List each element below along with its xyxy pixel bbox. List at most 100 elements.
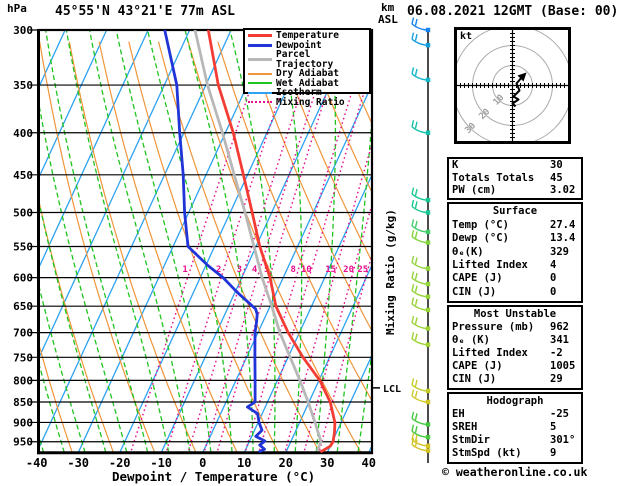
legend-item-temperature: Temperature [248, 31, 367, 41]
legend-swatch [248, 58, 272, 61]
svg-text:-30: -30 [67, 456, 89, 470]
wind-barb [411, 187, 431, 203]
temperature-tick-labels: -40 -30 -20 -10 0 10 20 30 40 [26, 456, 376, 470]
stat-label: EH [452, 408, 465, 420]
stat-row: Dewp (°C) 13.4 [452, 233, 578, 245]
wind-barbs [411, 17, 431, 453]
legend-swatch [248, 72, 272, 75]
stat-label: Temp (°C) [452, 218, 509, 231]
stat-value: -2 [550, 347, 563, 359]
legend-swatch [248, 34, 272, 38]
stat-label: Pressure (mb) [452, 321, 535, 333]
hodograph-unit-label: kt [460, 31, 473, 42]
legend-swatch [248, 101, 272, 104]
wind-barb [411, 332, 431, 347]
svg-text:600: 600 [13, 272, 33, 285]
svg-text:700: 700 [13, 327, 33, 340]
svg-text:400: 400 [13, 127, 33, 140]
stat-row: CAPE (J) 0 [452, 273, 578, 285]
svg-text:850: 850 [13, 396, 33, 409]
km-axis-label: km [381, 1, 395, 14]
sounding-curves [163, 30, 337, 453]
pressure-tick-labels: 300 350 400 450 500 550 600 650 700 750 800 850 900 9… [13, 24, 33, 449]
wind-barb [411, 120, 431, 135]
svg-text:350: 350 [13, 79, 33, 92]
legend-box: Temperature Dewpoint Parcel Trajectory Dry … [243, 28, 371, 107]
asl-axis-label: ASL [378, 13, 398, 26]
legend-label: Wet Adiabat [276, 77, 339, 89]
svg-text:10: 10 [301, 265, 312, 275]
parcel-trajectory-curve [193, 30, 323, 452]
stat-row: CIN (J) 0 [452, 285, 578, 299]
stats-box-hodograph: Hodograph EH -25 SREH 5 StmDir 301° StmSpd (kt)… [447, 392, 583, 464]
station-title: 45°55'N 43°21'E 77m ASL [55, 4, 236, 19]
stat-label: Lifted Index [452, 258, 528, 271]
stat-value: 9 [550, 447, 557, 459]
wind-barb [411, 229, 431, 245]
stat-row: CIN (J) 29 [452, 374, 578, 386]
svg-text:300: 300 [13, 24, 33, 37]
stat-row: PW (cm) 3.02 [452, 185, 578, 197]
svg-text:15: 15 [325, 265, 336, 275]
wind-barb [411, 67, 431, 83]
stat-label: θₑ(K) [452, 245, 484, 258]
stat-value: 0 [550, 285, 557, 298]
wind-barb [411, 437, 431, 453]
stat-value: 301° [550, 434, 576, 446]
svg-text:-20: -20 [109, 456, 131, 470]
legend-item-mixing-ratio: Mixing Ratio [248, 97, 367, 108]
wind-barb [411, 389, 431, 405]
stat-row: SREH 5 [452, 422, 578, 434]
wind-barb [411, 297, 431, 313]
wind-barb [411, 17, 431, 33]
wind-barb [411, 199, 431, 215]
legend-label: Temperature [276, 30, 339, 41]
svg-text:20: 20 [278, 456, 292, 470]
svg-text:-40: -40 [26, 456, 48, 470]
dry-adiabat-lines [38, 41, 372, 453]
stat-value: 3.02 [550, 183, 576, 196]
stat-value: -25 [550, 408, 569, 420]
hodograph-panel: 10 20 30 kt [452, 25, 573, 146]
stat-label: PW (cm) [452, 183, 497, 196]
wind-barb [411, 378, 431, 394]
legend-label: Dry Adiabat [276, 68, 339, 79]
stats-box-title: Most Unstable [473, 308, 557, 320]
wind-barb [411, 424, 431, 440]
svg-text:10: 10 [237, 456, 251, 470]
stat-row: K 30 [452, 160, 578, 172]
legend-swatch [248, 82, 272, 85]
stat-row: EH -25 [452, 409, 578, 421]
legend-item-dry-adiabat: Dry Adiabat [248, 69, 367, 79]
legend-label: Parcel Trajectory [276, 49, 334, 70]
stat-value: 1005 [550, 360, 576, 372]
svg-text:500: 500 [13, 206, 33, 219]
stat-label: CIN (J) [452, 373, 497, 385]
svg-text:550: 550 [13, 241, 33, 254]
wind-barb [411, 411, 431, 427]
legend-item-isotherm: Isotherm [248, 88, 367, 98]
legend-item-parcel-trajectory: Parcel Trajectory [248, 50, 367, 69]
legend-item-wet-adiabat: Wet Adiabat [248, 77, 367, 89]
stat-label: Totals Totals [452, 171, 535, 184]
copyright-text: © weatheronline.co.uk [442, 465, 588, 479]
wind-barb [411, 284, 431, 299]
lcl-label: LCL [383, 384, 401, 395]
wind-barb [411, 255, 431, 271]
stat-label: Lifted Index [452, 347, 528, 359]
stats-box-indices: K 30 Totals Totals 45 PW (cm) 3.02 [447, 157, 583, 200]
svg-text:1: 1 [182, 265, 187, 275]
svg-text:10: 10 [492, 93, 507, 108]
stat-row: CAPE (J) 1005 [452, 361, 578, 373]
stat-row: StmDir 301° [452, 435, 578, 447]
stats-box-title: Surface [492, 205, 538, 218]
stat-label: CAPE (J) [452, 272, 503, 285]
stat-value: 29 [550, 373, 563, 385]
svg-text:25: 25 [357, 265, 368, 275]
stat-value: 341 [550, 334, 569, 346]
stat-value: 0 [550, 272, 557, 285]
stat-row: Totals Totals 45 [452, 171, 578, 185]
